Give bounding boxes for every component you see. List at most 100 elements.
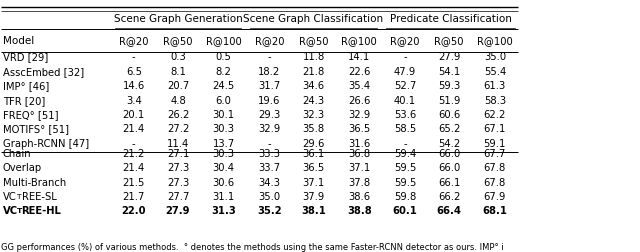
- Text: Model: Model: [3, 37, 34, 46]
- Text: 31.3: 31.3: [211, 206, 236, 216]
- Text: 59.1: 59.1: [484, 139, 506, 149]
- Text: 20.1: 20.1: [123, 110, 145, 120]
- Text: 21.2: 21.2: [123, 149, 145, 159]
- Text: IMP° [46]: IMP° [46]: [3, 81, 49, 91]
- Text: 35.0: 35.0: [259, 192, 280, 202]
- Text: 21.5: 21.5: [123, 178, 145, 188]
- Text: 22.0: 22.0: [122, 206, 146, 216]
- Text: 35.8: 35.8: [303, 124, 324, 135]
- Text: R@20: R@20: [119, 37, 148, 46]
- Text: 67.8: 67.8: [484, 178, 506, 188]
- Text: 54.2: 54.2: [438, 139, 460, 149]
- Text: R@100: R@100: [477, 37, 513, 46]
- Text: 31.7: 31.7: [259, 81, 280, 91]
- Text: R@50: R@50: [299, 37, 328, 46]
- Text: 68.1: 68.1: [483, 206, 508, 216]
- Text: 27.3: 27.3: [167, 178, 189, 188]
- Text: 66.4: 66.4: [436, 206, 461, 216]
- Text: 65.2: 65.2: [438, 124, 460, 135]
- Text: REE-SL: REE-SL: [22, 192, 56, 202]
- Text: 8.1: 8.1: [170, 67, 186, 77]
- Text: -: -: [403, 139, 407, 149]
- Text: 11.8: 11.8: [303, 52, 324, 62]
- Text: 38.6: 38.6: [348, 192, 371, 202]
- Text: MOTIFS° [51]: MOTIFS° [51]: [3, 124, 68, 135]
- Text: 21.4: 21.4: [123, 124, 145, 135]
- Text: 38.1: 38.1: [301, 206, 326, 216]
- Text: 37.1: 37.1: [303, 178, 324, 188]
- Text: 32.3: 32.3: [303, 110, 324, 120]
- Text: Scene Graph Generation: Scene Graph Generation: [113, 14, 243, 24]
- Text: 3.4: 3.4: [126, 96, 141, 106]
- Text: 30.3: 30.3: [212, 124, 235, 135]
- Text: 30.1: 30.1: [212, 110, 235, 120]
- Text: 19.6: 19.6: [258, 96, 280, 106]
- Text: 18.2: 18.2: [259, 67, 280, 77]
- Text: 27.2: 27.2: [167, 124, 189, 135]
- Text: 67.7: 67.7: [484, 149, 506, 159]
- Text: 8.2: 8.2: [216, 67, 232, 77]
- Text: 37.9: 37.9: [303, 192, 324, 202]
- Text: 67.9: 67.9: [484, 192, 506, 202]
- Text: 66.0: 66.0: [438, 163, 460, 173]
- Text: 36.8: 36.8: [348, 149, 371, 159]
- Text: 37.8: 37.8: [348, 178, 371, 188]
- Text: 0.3: 0.3: [170, 52, 186, 62]
- Text: 67.8: 67.8: [484, 163, 506, 173]
- Text: TFR [20]: TFR [20]: [3, 96, 45, 106]
- Text: R@20: R@20: [255, 37, 284, 46]
- Text: -: -: [132, 52, 136, 62]
- Text: 55.4: 55.4: [484, 67, 506, 77]
- Text: 0.5: 0.5: [216, 52, 232, 62]
- Text: 20.7: 20.7: [167, 81, 189, 91]
- Text: -: -: [132, 139, 136, 149]
- Text: 21.8: 21.8: [303, 67, 324, 77]
- Text: Predicate Classification: Predicate Classification: [390, 14, 511, 24]
- Text: 67.1: 67.1: [484, 124, 506, 135]
- Text: R@100: R@100: [206, 37, 241, 46]
- Text: 40.1: 40.1: [394, 96, 416, 106]
- Text: 30.3: 30.3: [212, 149, 235, 159]
- Text: 29.6: 29.6: [302, 139, 324, 149]
- Text: 66.2: 66.2: [438, 192, 460, 202]
- Text: 59.3: 59.3: [438, 81, 460, 91]
- Text: 51.9: 51.9: [438, 96, 460, 106]
- Text: 31.6: 31.6: [348, 139, 371, 149]
- Text: 22.6: 22.6: [348, 67, 371, 77]
- Text: 27.9: 27.9: [438, 52, 460, 62]
- Text: VRD [29]: VRD [29]: [3, 52, 48, 62]
- Text: -: -: [403, 52, 407, 62]
- Text: Scene Graph Classification: Scene Graph Classification: [243, 14, 383, 24]
- Text: 34.3: 34.3: [259, 178, 280, 188]
- Text: 27.9: 27.9: [166, 206, 190, 216]
- Text: 4.8: 4.8: [170, 96, 186, 106]
- Text: 47.9: 47.9: [394, 67, 416, 77]
- Text: 66.0: 66.0: [438, 149, 460, 159]
- Text: 53.6: 53.6: [394, 110, 416, 120]
- Text: 14.6: 14.6: [123, 81, 145, 91]
- Text: 21.7: 21.7: [123, 192, 145, 202]
- Text: 24.5: 24.5: [212, 81, 235, 91]
- Text: Graph-RCNN [47]: Graph-RCNN [47]: [3, 139, 89, 149]
- Text: 32.9: 32.9: [348, 110, 371, 120]
- Text: 59.5: 59.5: [394, 163, 416, 173]
- Text: 6.5: 6.5: [126, 67, 142, 77]
- Text: 35.4: 35.4: [348, 81, 371, 91]
- Text: 60.6: 60.6: [438, 110, 460, 120]
- Text: 36.5: 36.5: [348, 124, 371, 135]
- Text: T: T: [17, 208, 22, 214]
- Text: 26.2: 26.2: [167, 110, 189, 120]
- Text: AsscEmbed [32]: AsscEmbed [32]: [3, 67, 84, 77]
- Text: 27.1: 27.1: [167, 149, 189, 159]
- Text: 52.7: 52.7: [394, 81, 416, 91]
- Text: 13.7: 13.7: [212, 139, 235, 149]
- Text: -: -: [268, 52, 271, 62]
- Text: 14.1: 14.1: [348, 52, 371, 62]
- Text: 59.4: 59.4: [394, 149, 416, 159]
- Text: -: -: [268, 139, 271, 149]
- Text: REE-HL: REE-HL: [22, 206, 61, 216]
- Text: 59.5: 59.5: [394, 178, 416, 188]
- Text: 27.7: 27.7: [167, 192, 189, 202]
- Text: VC: VC: [3, 192, 17, 202]
- Text: GG performances (%) of various methods.  ° denotes the methods using the same Fa: GG performances (%) of various methods. …: [1, 243, 504, 252]
